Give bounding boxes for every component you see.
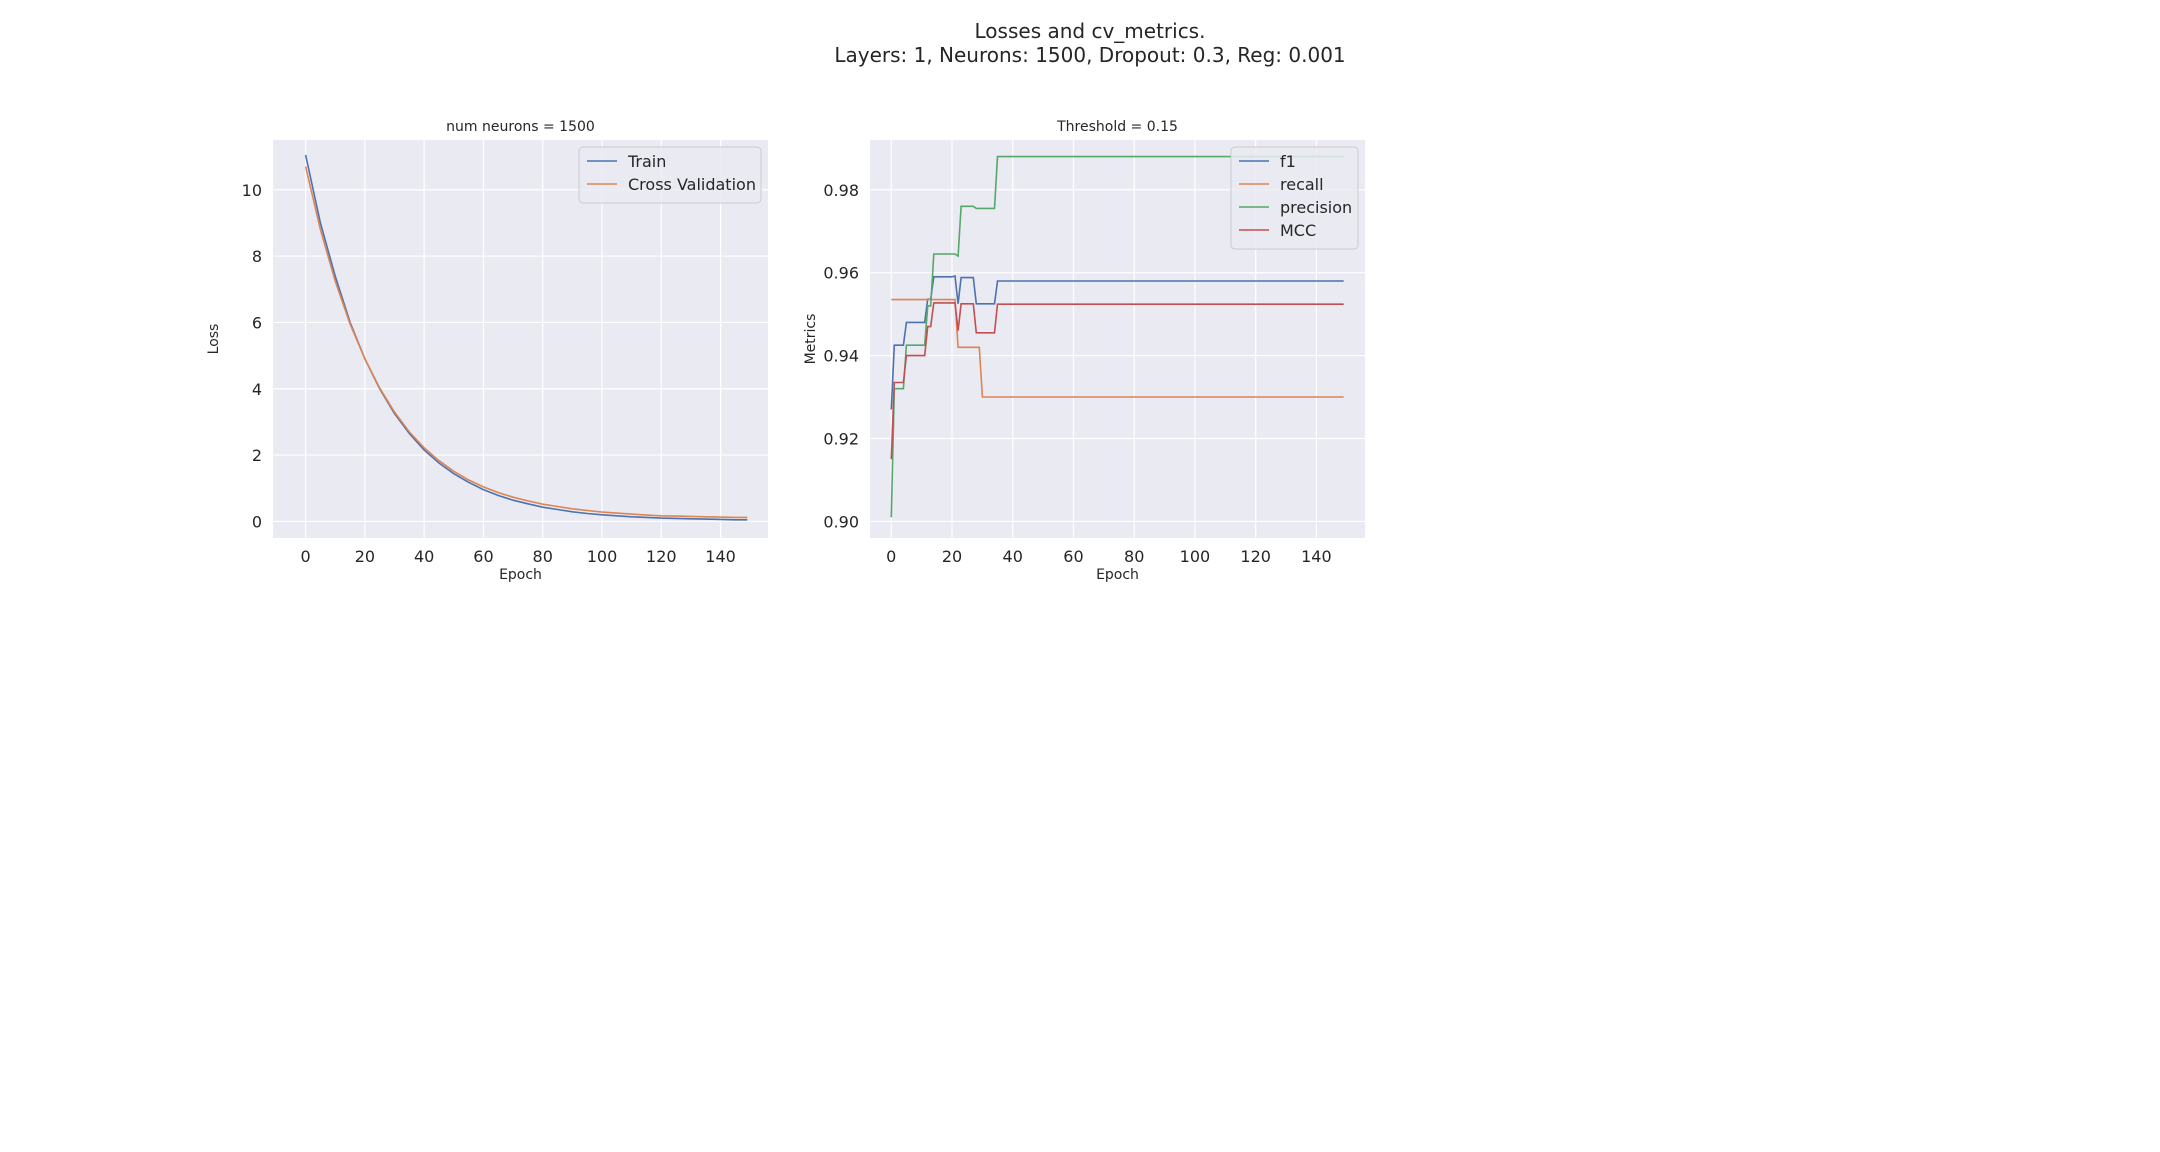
y-tick-label: 0.92	[823, 430, 859, 449]
y-tick-label: 0.98	[823, 181, 859, 200]
series-line-mcc	[890, 302, 1344, 460]
plot-area	[273, 140, 768, 538]
y-tick-label: 0.96	[823, 264, 859, 283]
x-tick-label: 100	[587, 547, 618, 566]
x-tick-label: 60	[473, 547, 493, 566]
series-line-f1	[890, 274, 1344, 410]
legend-label: f1	[1280, 152, 1296, 171]
legend: Train Cross Validation	[578, 146, 762, 204]
y-axis-label: Loss	[206, 324, 222, 355]
legend-label: recall	[1280, 175, 1324, 194]
x-tick-label: 0	[886, 547, 896, 566]
y-tick-label: 6	[252, 313, 262, 332]
x-axis-label: Epoch	[499, 567, 542, 583]
x-tick-label: 60	[1063, 547, 1083, 566]
x-tick-label: 80	[533, 547, 553, 566]
x-tick-label: 40	[414, 547, 434, 566]
series-line-recall	[891, 298, 1344, 398]
x-tick-label: 140	[1301, 547, 1332, 566]
y-tick-label: 0	[252, 512, 262, 531]
x-tick-label: 140	[705, 547, 736, 566]
x-tick-label: 120	[1240, 547, 1271, 566]
x-tick-label: 0	[301, 547, 311, 566]
y-tick-label: 0.90	[823, 512, 859, 531]
y-tick-label: 10	[242, 181, 262, 200]
y-tick-label: 2	[252, 446, 262, 465]
x-tick-label: 100	[1180, 547, 1211, 566]
x-tick-label: 120	[646, 547, 677, 566]
series-line-cross-validation	[304, 166, 748, 519]
chart-title: Threshold = 0.15	[1056, 119, 1178, 135]
legend-label: MCC	[1280, 221, 1316, 240]
x-axis-label: Epoch	[1096, 567, 1139, 583]
legend-label: Train	[627, 152, 666, 171]
legend: f1 recall precision MCC	[1230, 146, 1359, 250]
x-tick-label: 20	[942, 547, 962, 566]
chart-title: num neurons = 1500	[446, 119, 595, 135]
figure-title-line2: Layers: 1, Neurons: 1500, Dropout: 0.3, …	[834, 43, 1345, 67]
loss-chart: 0 20 40 60 80 100 120 140 0 2 4 6 8 10 num neurons = 1…	[206, 119, 768, 583]
y-tick-label: 4	[252, 380, 262, 399]
metrics-chart: 0 20 40 60 80 100 120 140 0.90 0.92 0.94 0.96 0.98 Th…	[803, 119, 1365, 583]
y-tick-label: 8	[252, 247, 262, 266]
x-tick-label: 80	[1124, 547, 1144, 566]
figure-title-line1: Losses and cv_metrics.	[975, 19, 1206, 43]
x-tick-label: 40	[1003, 547, 1023, 566]
legend-label: precision	[1280, 198, 1352, 217]
legend-box	[578, 146, 762, 204]
legend-label: Cross Validation	[628, 175, 756, 194]
legend-box	[1230, 146, 1359, 250]
y-axis-label: Metrics	[803, 314, 819, 365]
y-tick-label: 0.94	[823, 347, 859, 366]
x-tick-label: 20	[355, 547, 375, 566]
